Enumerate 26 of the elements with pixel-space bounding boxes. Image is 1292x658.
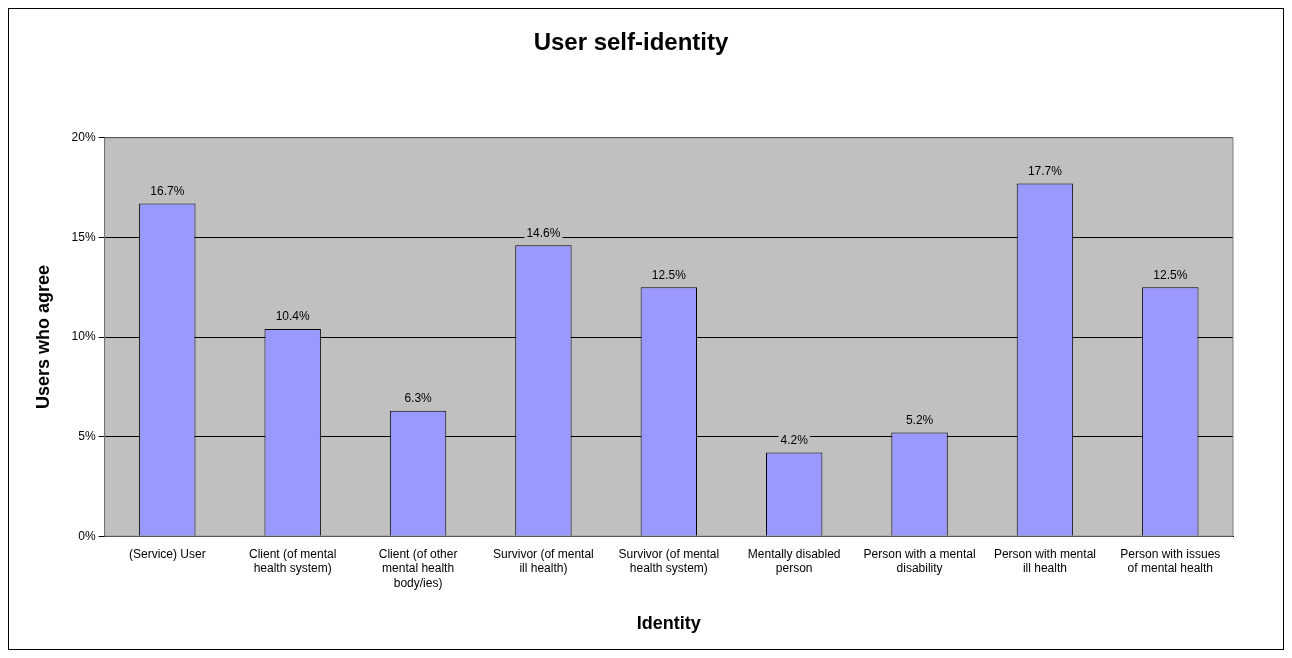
x-tick-label: Person with issues of mental health [1120,546,1221,576]
x-tick-label: Survivor (of mental ill health) [493,546,594,576]
x-tick-label: (Service) User [128,546,206,561]
chart-title: User self-identity [533,28,730,56]
data-label: 10.4% [275,309,311,324]
data-label: 14.6% [526,225,561,240]
x-tick-label: Person with a mental disability [863,546,976,576]
y-tick-label: 20% [71,130,96,145]
data-label: 17.7% [1027,163,1063,178]
x-tick-label: Mentally disabled person [747,546,841,576]
x-axis-title: Identity [636,613,701,634]
x-tick-label: Survivor (of mental health system) [618,546,720,576]
data-label: 12.5% [1153,267,1188,282]
data-label: 5.2% [905,412,934,427]
data-label: 6.3% [404,391,433,406]
x-tick-label: Person with mental ill health [993,546,1096,576]
y-tick-label: 0% [78,528,96,543]
data-label: 12.5% [651,267,687,282]
y-axis-title: Users who agree [32,264,53,410]
x-tick-label: Client (of mental health system) [248,546,337,576]
data-label: 4.2% [780,432,809,447]
y-tick-label: 15% [71,229,96,244]
x-tick-label: Client (of other mental health body/ies) [378,546,458,590]
data-label: 16.7% [150,183,185,198]
y-tick-label: 5% [78,428,96,443]
y-tick-label: 10% [71,329,96,344]
